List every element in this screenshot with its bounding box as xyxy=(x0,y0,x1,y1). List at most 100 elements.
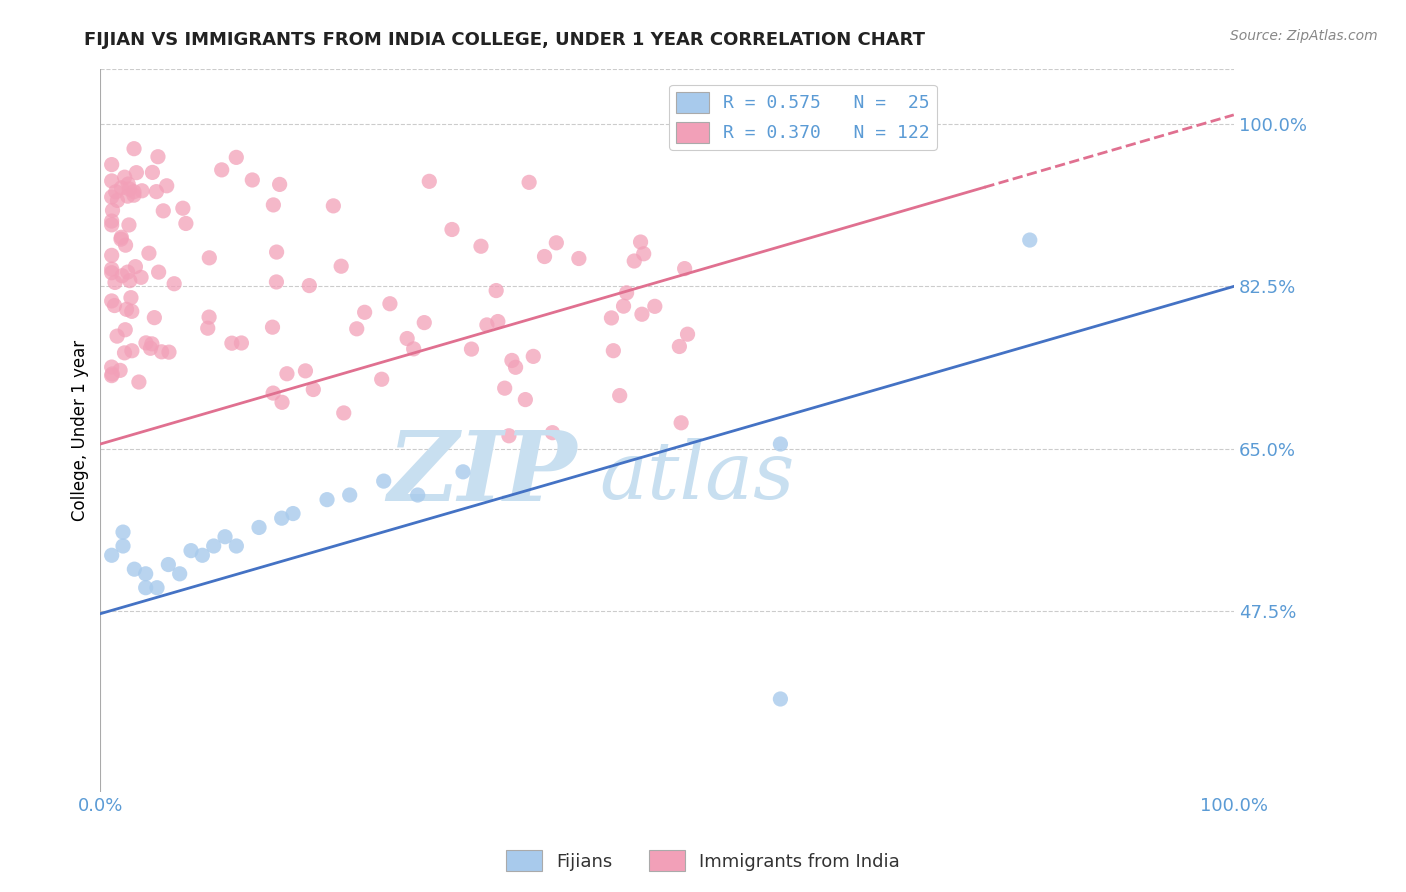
Text: Source: ZipAtlas.com: Source: ZipAtlas.com xyxy=(1230,29,1378,43)
Point xyxy=(129,270,152,285)
Point xyxy=(110,232,132,246)
Point xyxy=(118,218,141,232)
Point xyxy=(152,203,174,218)
Point xyxy=(100,262,122,277)
Text: FIJIAN VS IMMIGRANTS FROM INDIA COLLEGE, UNDER 1 YEAR CORRELATION CHART: FIJIAN VS IMMIGRANTS FROM INDIA COLLEGE,… xyxy=(84,31,925,49)
Point xyxy=(270,511,292,525)
Point xyxy=(100,549,122,563)
Point xyxy=(494,381,516,395)
Point xyxy=(247,520,270,534)
Point xyxy=(135,335,157,350)
Point xyxy=(413,316,436,330)
Point xyxy=(276,367,298,381)
Point xyxy=(111,539,134,553)
Point xyxy=(100,266,122,280)
Point xyxy=(104,185,127,199)
Point xyxy=(262,386,284,401)
Point xyxy=(141,165,163,179)
Point xyxy=(114,238,136,252)
Text: atlas: atlas xyxy=(599,438,794,516)
Text: ZIP: ZIP xyxy=(387,426,576,521)
Point xyxy=(609,388,631,402)
Point xyxy=(1018,233,1040,247)
Point xyxy=(172,201,194,215)
Point xyxy=(501,353,523,368)
Point xyxy=(623,254,645,268)
Point xyxy=(669,416,692,430)
Point xyxy=(121,343,143,358)
Point xyxy=(630,235,652,249)
Point xyxy=(533,250,555,264)
Point xyxy=(169,566,191,581)
Point xyxy=(602,343,624,358)
Point xyxy=(117,265,139,279)
Point xyxy=(505,360,527,375)
Point xyxy=(135,581,157,595)
Point xyxy=(122,188,145,202)
Point xyxy=(191,549,214,563)
Point xyxy=(146,581,169,595)
Point xyxy=(231,336,253,351)
Point xyxy=(486,314,509,328)
Point xyxy=(156,178,179,193)
Point xyxy=(668,339,690,353)
Point xyxy=(120,291,142,305)
Point xyxy=(322,199,344,213)
Point xyxy=(673,261,696,276)
Point xyxy=(150,344,173,359)
Point xyxy=(100,359,122,374)
Point xyxy=(197,321,219,335)
Point xyxy=(107,194,129,208)
Point xyxy=(101,203,124,218)
Point xyxy=(271,395,294,409)
Y-axis label: College, Under 1 year: College, Under 1 year xyxy=(72,340,89,521)
Point xyxy=(101,367,124,381)
Point xyxy=(100,368,122,383)
Point xyxy=(104,276,127,290)
Point xyxy=(406,488,429,502)
Point xyxy=(769,692,792,706)
Point xyxy=(522,350,544,364)
Point xyxy=(110,181,132,195)
Point xyxy=(451,465,474,479)
Point xyxy=(460,342,482,356)
Point xyxy=(198,310,221,324)
Point xyxy=(145,185,167,199)
Point xyxy=(612,299,634,313)
Point xyxy=(262,320,284,334)
Point xyxy=(633,246,655,260)
Point xyxy=(221,336,243,351)
Point xyxy=(118,274,141,288)
Point xyxy=(515,392,537,407)
Point xyxy=(346,322,368,336)
Point xyxy=(769,437,792,451)
Point xyxy=(100,190,122,204)
Point xyxy=(124,562,146,576)
Point xyxy=(174,217,197,231)
Point xyxy=(114,170,136,185)
Point xyxy=(122,142,145,156)
Point xyxy=(100,248,122,262)
Point xyxy=(370,372,392,386)
Legend: R = 0.575   N =  25, R = 0.370   N = 122: R = 0.575 N = 25, R = 0.370 N = 122 xyxy=(669,85,936,150)
Point xyxy=(131,184,153,198)
Point xyxy=(148,265,170,279)
Point xyxy=(146,150,169,164)
Point xyxy=(541,425,564,440)
Point xyxy=(135,566,157,581)
Point xyxy=(475,318,498,332)
Point xyxy=(122,185,145,199)
Point xyxy=(240,173,263,187)
Point xyxy=(111,268,134,283)
Point xyxy=(180,543,202,558)
Point xyxy=(418,174,440,188)
Point xyxy=(214,530,236,544)
Point xyxy=(100,293,122,308)
Point xyxy=(402,342,425,356)
Point xyxy=(202,539,225,553)
Point xyxy=(115,302,138,317)
Point xyxy=(616,285,638,300)
Point xyxy=(485,284,508,298)
Point xyxy=(225,150,247,164)
Point xyxy=(568,252,591,266)
